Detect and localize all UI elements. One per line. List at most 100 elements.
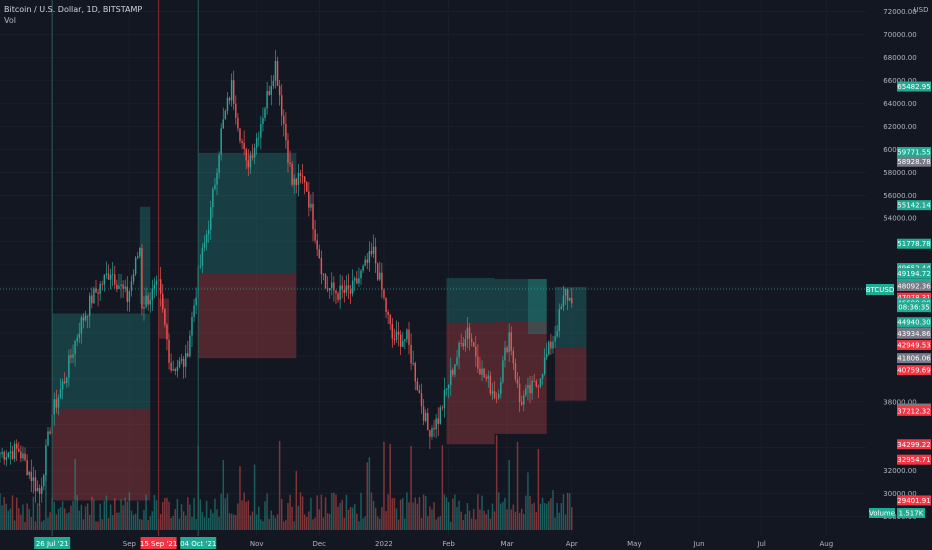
price-tag-text: 29401.91 [897, 497, 930, 505]
candle-body [295, 178, 298, 185]
volume-bar [548, 501, 550, 530]
candle-body [531, 380, 533, 394]
candle-body [232, 80, 235, 104]
candle-body [337, 293, 339, 300]
volume-bar [368, 457, 371, 530]
candle-body [291, 164, 293, 185]
symbol-tag-text: BTCUSD [866, 286, 895, 294]
volume-bar [78, 510, 81, 530]
volume-bar [203, 517, 206, 530]
volume-bar [464, 514, 467, 530]
candle-body [145, 295, 147, 307]
candle-body [314, 229, 316, 241]
volume-bar [477, 494, 479, 530]
volume-bar [32, 496, 35, 530]
time-axis[interactable] [0, 536, 866, 550]
candle-body [147, 295, 149, 305]
candle-body [134, 257, 137, 274]
volume-bar [28, 509, 30, 530]
volume-bar [437, 517, 439, 530]
candle-body [543, 357, 546, 375]
candle-body [566, 288, 569, 301]
time-labels: Sep Nov Dec 2022 Feb Mar Apr May Jun Jul Aug [123, 540, 833, 548]
candle-body [512, 350, 515, 364]
volume-bar [406, 492, 408, 530]
long-zone [198, 152, 297, 274]
volume-bar [366, 462, 368, 530]
volume-bar [88, 514, 91, 530]
price-tag-text: 59771.55 [897, 149, 930, 157]
volume-bar [516, 441, 519, 530]
candle-body [70, 355, 72, 358]
volume-bar [9, 508, 12, 530]
candle-body [370, 250, 373, 254]
volume-bar [293, 521, 295, 530]
volume-bar [126, 501, 129, 530]
volume-bar [45, 472, 47, 530]
volume-value-tag [897, 508, 925, 518]
volume-bar [38, 504, 41, 530]
volume-bar [114, 498, 116, 530]
candle-body [527, 384, 529, 389]
price-tag [897, 317, 931, 328]
volume-bar [247, 500, 250, 530]
candle-body [109, 274, 112, 280]
volume-bar [118, 512, 120, 530]
candle-body [20, 451, 22, 459]
candle-body [376, 263, 379, 280]
volume-bars [0, 435, 573, 530]
volume-bar [520, 508, 523, 530]
volume-bar [182, 511, 185, 530]
candle-body [556, 331, 558, 337]
candle-body [91, 295, 93, 304]
candle-body [63, 381, 66, 383]
candle-body [239, 128, 241, 141]
price-tag-text: 32954.71 [897, 456, 930, 464]
volume-bar [57, 509, 60, 530]
volume-bar [214, 498, 216, 530]
volume-bar [151, 511, 154, 530]
candle-body [184, 353, 187, 367]
volume-bar [297, 505, 300, 530]
volume-bar [195, 519, 197, 530]
price-tick-label: 66000.00 [883, 77, 916, 85]
candle-body [339, 285, 341, 300]
price-tick-label: 70000.00 [883, 31, 916, 39]
candle-body [276, 61, 279, 87]
volume-bar [512, 504, 515, 530]
candle-body [264, 108, 266, 119]
volume-bar [562, 494, 565, 530]
volume-bar [537, 448, 540, 530]
volume-bar [149, 516, 151, 530]
candle-body [462, 343, 464, 347]
volume-bar [404, 518, 406, 530]
volume-bar [502, 501, 504, 530]
candle-body [395, 331, 398, 340]
candle-body [299, 173, 302, 177]
volume-bar [427, 516, 429, 530]
volume-bar [470, 518, 473, 530]
candle-body [439, 407, 442, 424]
candle-body [306, 182, 308, 192]
volume-bar [268, 518, 270, 530]
candle-body [349, 289, 352, 294]
volume-bar [239, 466, 241, 530]
candle-body [174, 369, 177, 371]
candle-body [389, 314, 391, 324]
candle-body [224, 110, 227, 120]
time-label: May [627, 540, 641, 548]
candle-body [207, 229, 210, 235]
volume-bar [53, 501, 55, 530]
date-markers-lines [51, 0, 199, 536]
price-tick-label: 56000.00 [883, 192, 916, 200]
time-label: Feb [442, 540, 455, 548]
candle-body [502, 360, 504, 382]
time-label: Aug [820, 540, 834, 548]
candle-body [441, 407, 444, 409]
volume-bar [533, 502, 535, 530]
volume-bar [387, 494, 389, 530]
volume-bar [491, 503, 494, 530]
candle-body [328, 288, 331, 291]
volume-bar [82, 519, 85, 530]
